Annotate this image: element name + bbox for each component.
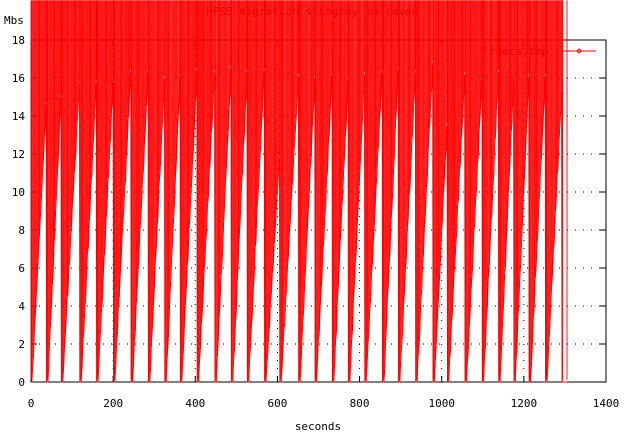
y-tick-label: 6 <box>18 262 25 275</box>
x-tick-label: 200 <box>103 397 123 410</box>
y-tick-label: 2 <box>18 338 25 351</box>
y-tick-label: 8 <box>18 224 25 237</box>
y-tick-label: 0 <box>18 376 25 389</box>
x-tick-label: 400 <box>185 397 205 410</box>
y-axis-label: Mbs <box>4 14 24 27</box>
series-rsecs <box>30 0 568 383</box>
x-tick-label: 1000 <box>428 397 455 410</box>
legend-marker <box>576 48 582 54</box>
x-tick-label: 600 <box>267 397 287 410</box>
y-tick-label: 16 <box>12 72 25 85</box>
x-axis-label: seconds <box>295 420 341 433</box>
x-tick-label: 1200 <box>511 397 538 410</box>
y-tick-label: 18 <box>12 34 25 47</box>
y-tick-label: 10 <box>12 186 25 199</box>
x-tick-label: 0 <box>28 397 35 410</box>
y-tick-label: 4 <box>18 300 25 313</box>
x-tick-label: 800 <box>350 397 370 410</box>
x-tick-label: 1400 <box>593 397 620 410</box>
y-tick-label: 12 <box>12 148 25 161</box>
y-tick-label: 14 <box>12 110 26 123</box>
